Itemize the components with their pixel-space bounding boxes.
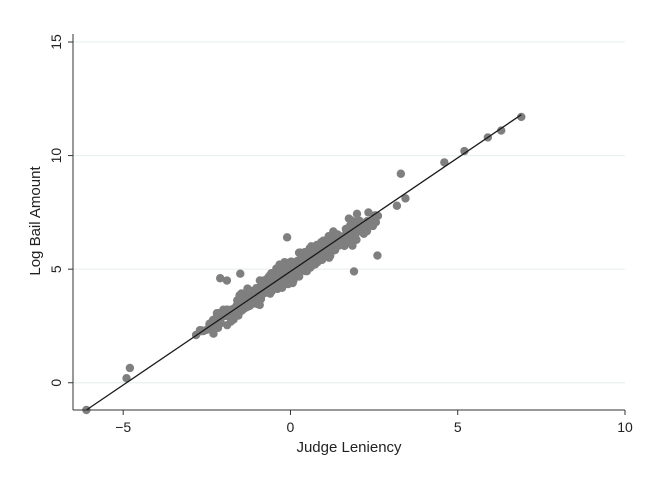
data-point xyxy=(333,232,342,242)
x-tick-label: −5 xyxy=(115,419,131,435)
tick-labels: −5 0 5 10 0 5 10 15 xyxy=(48,34,633,435)
data-point xyxy=(268,270,278,280)
fit-line xyxy=(86,114,522,411)
data-point xyxy=(349,267,359,276)
data-point xyxy=(278,273,288,283)
scatter-points xyxy=(82,112,526,415)
data-point xyxy=(517,112,526,122)
data-point xyxy=(125,363,135,373)
data-point xyxy=(222,276,232,285)
x-tick-label: 10 xyxy=(617,419,633,435)
data-point xyxy=(392,201,402,210)
data-point xyxy=(195,326,205,335)
data-point xyxy=(236,269,245,278)
axes xyxy=(72,34,625,411)
data-point xyxy=(346,231,356,240)
data-point xyxy=(348,241,357,250)
data-point xyxy=(282,233,292,242)
data-point xyxy=(219,305,228,314)
fit-line-layer xyxy=(86,114,522,411)
y-axis-title: Log Bail Amount xyxy=(27,166,44,276)
data-point xyxy=(460,146,469,156)
data-point xyxy=(364,208,373,217)
data-point xyxy=(216,274,225,283)
data-point xyxy=(286,257,296,266)
data-point xyxy=(352,209,362,218)
data-point xyxy=(295,248,305,257)
data-point xyxy=(303,246,313,256)
y-tick-label: 0 xyxy=(48,379,64,387)
data-point xyxy=(279,264,289,273)
x-tick-label: 0 xyxy=(287,419,295,435)
y-tick-label: 15 xyxy=(48,34,64,50)
x-axis-title: Judge Leniency xyxy=(296,439,402,456)
data-point xyxy=(373,251,382,260)
data-point xyxy=(497,126,506,135)
data-point xyxy=(286,269,295,279)
data-point xyxy=(440,158,449,167)
x-tick-label: 5 xyxy=(454,419,462,435)
y-tick-label: 10 xyxy=(48,148,64,164)
gridlines xyxy=(73,41,625,384)
data-point xyxy=(122,373,131,383)
data-point xyxy=(368,221,378,231)
data-point xyxy=(216,319,225,328)
data-point xyxy=(401,194,410,203)
data-point xyxy=(222,320,232,330)
data-point xyxy=(373,211,383,221)
data-point xyxy=(347,216,356,225)
data-point xyxy=(324,253,334,262)
data-point xyxy=(396,169,406,178)
data-point xyxy=(242,303,251,312)
data-point xyxy=(362,226,372,236)
data-point xyxy=(317,255,327,265)
data-point xyxy=(305,256,315,265)
y-tick-label: 5 xyxy=(48,265,64,273)
data-point xyxy=(243,284,252,293)
